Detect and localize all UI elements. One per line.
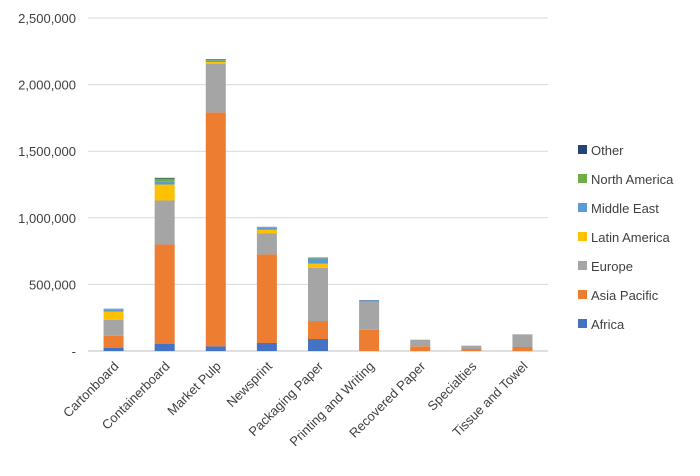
legend-label: Europe: [591, 259, 633, 274]
bar-segment-asia-pacific: [154, 244, 175, 344]
legend-label: Middle East: [591, 201, 659, 216]
bar-segment-asia-pacific: [410, 346, 431, 351]
y-axis-ticks: - 500,000 1,000,000 1,500,000 2,000,000 2,500…: [18, 11, 76, 359]
bar-segment-europe: [205, 63, 226, 113]
bar-segment-africa: [308, 339, 328, 351]
x-category-label: Printing and Writing: [287, 359, 378, 450]
bar-segment-africa: [256, 343, 277, 351]
bar-segment-middle-east: [154, 181, 175, 185]
bar-segment-europe: [461, 345, 482, 350]
x-category-label: Market Pulp: [164, 359, 224, 419]
bar-segment-north-america: [256, 227, 277, 228]
bar-segment-latin-america: [154, 184, 175, 201]
bar-segment-middle-east: [205, 60, 226, 62]
bar-segment-asia-pacific: [308, 321, 328, 340]
legend-swatch: [578, 319, 587, 328]
bar-segment-north-america: [308, 257, 328, 259]
bar-segment-asia-pacific: [461, 349, 482, 351]
legend-label: Latin America: [591, 230, 671, 245]
bar-segment-asia-pacific: [256, 254, 277, 344]
bar-segment-middle-east: [103, 309, 124, 312]
legend-swatch: [578, 261, 587, 270]
legend: Other North America Middle East Latin Ameri…: [578, 143, 674, 332]
bar-segment-africa: [103, 347, 124, 351]
legend-label: North America: [591, 172, 674, 187]
bar-segment-europe: [359, 301, 380, 330]
bar-segment-europe: [512, 334, 533, 348]
bar-segment-europe: [410, 339, 431, 347]
bar-segment-middle-east: [359, 300, 380, 302]
bar-segment-latin-america: [308, 263, 328, 268]
bar-segment-asia-pacific: [512, 347, 533, 351]
bar-segment-other: [154, 177, 175, 179]
bar-segment-europe: [154, 200, 175, 245]
legend-swatch: [578, 290, 587, 299]
bar-segment-latin-america: [205, 61, 226, 64]
legend-swatch: [578, 174, 587, 183]
legend-label: Asia Pacific: [591, 288, 659, 303]
bar-segment-asia-pacific: [359, 329, 380, 351]
bars: [103, 59, 533, 351]
y-tick-label: 500,000: [29, 277, 76, 292]
bar-segment-north-america: [205, 59, 226, 61]
bar-segment-middle-east: [308, 258, 328, 264]
y-tick-label: 2,500,000: [18, 11, 76, 26]
bar-segment-latin-america: [256, 229, 277, 234]
legend-swatch: [578, 203, 587, 212]
bar-segment-europe: [256, 233, 277, 255]
legend-label: Other: [591, 143, 624, 158]
legend-swatch: [578, 232, 587, 241]
bar-segment-africa: [154, 343, 175, 351]
y-tick-label: -: [72, 344, 76, 359]
legend-label: Africa: [591, 317, 625, 332]
legend-swatch: [578, 145, 587, 154]
bar-segment-north-america: [103, 309, 124, 310]
bar-segment-asia-pacific: [103, 335, 124, 348]
bar-segment-europe: [308, 267, 328, 322]
y-tick-label: 2,000,000: [18, 78, 76, 93]
bar-segment-latin-america: [103, 311, 124, 320]
y-tick-label: 1,000,000: [18, 211, 76, 226]
bar-segment-other: [205, 59, 226, 60]
x-category-label: Newsprint: [224, 358, 276, 410]
y-tick-label: 1,500,000: [18, 144, 76, 159]
bar-segment-north-america: [154, 178, 175, 182]
bar-segment-middle-east: [256, 227, 277, 230]
x-category-label: Specialties: [424, 358, 479, 413]
bar-segment-europe: [103, 319, 124, 336]
bar-segment-asia-pacific: [205, 112, 226, 347]
bar-segment-africa: [205, 346, 226, 351]
